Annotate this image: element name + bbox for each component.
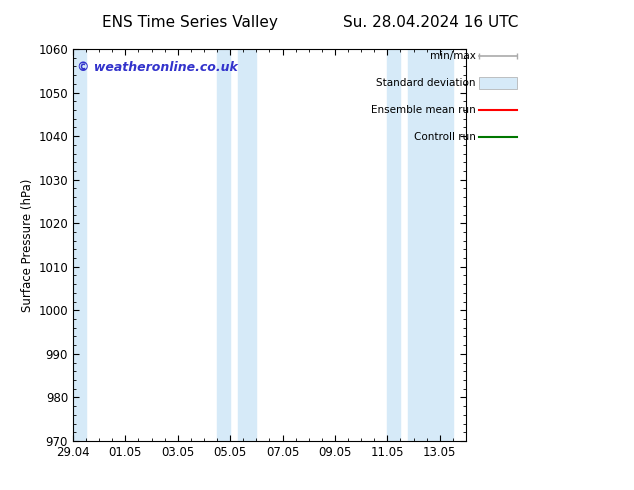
Text: Su. 28.04.2024 16 UTC: Su. 28.04.2024 16 UTC — [344, 15, 519, 30]
Text: min/max: min/max — [430, 51, 476, 61]
Text: Ensemble mean run: Ensemble mean run — [371, 105, 476, 115]
Bar — [73, 49, 86, 441]
Bar — [408, 49, 453, 441]
Y-axis label: Surface Pressure (hPa): Surface Pressure (hPa) — [21, 178, 34, 312]
Bar — [387, 49, 401, 441]
Text: ENS Time Series Valley: ENS Time Series Valley — [102, 15, 278, 30]
Text: Controll run: Controll run — [413, 132, 476, 142]
Text: © weatheronline.co.uk: © weatheronline.co.uk — [77, 61, 238, 74]
Bar — [217, 49, 230, 441]
Text: Standard deviation: Standard deviation — [376, 78, 476, 88]
Bar — [238, 49, 256, 441]
